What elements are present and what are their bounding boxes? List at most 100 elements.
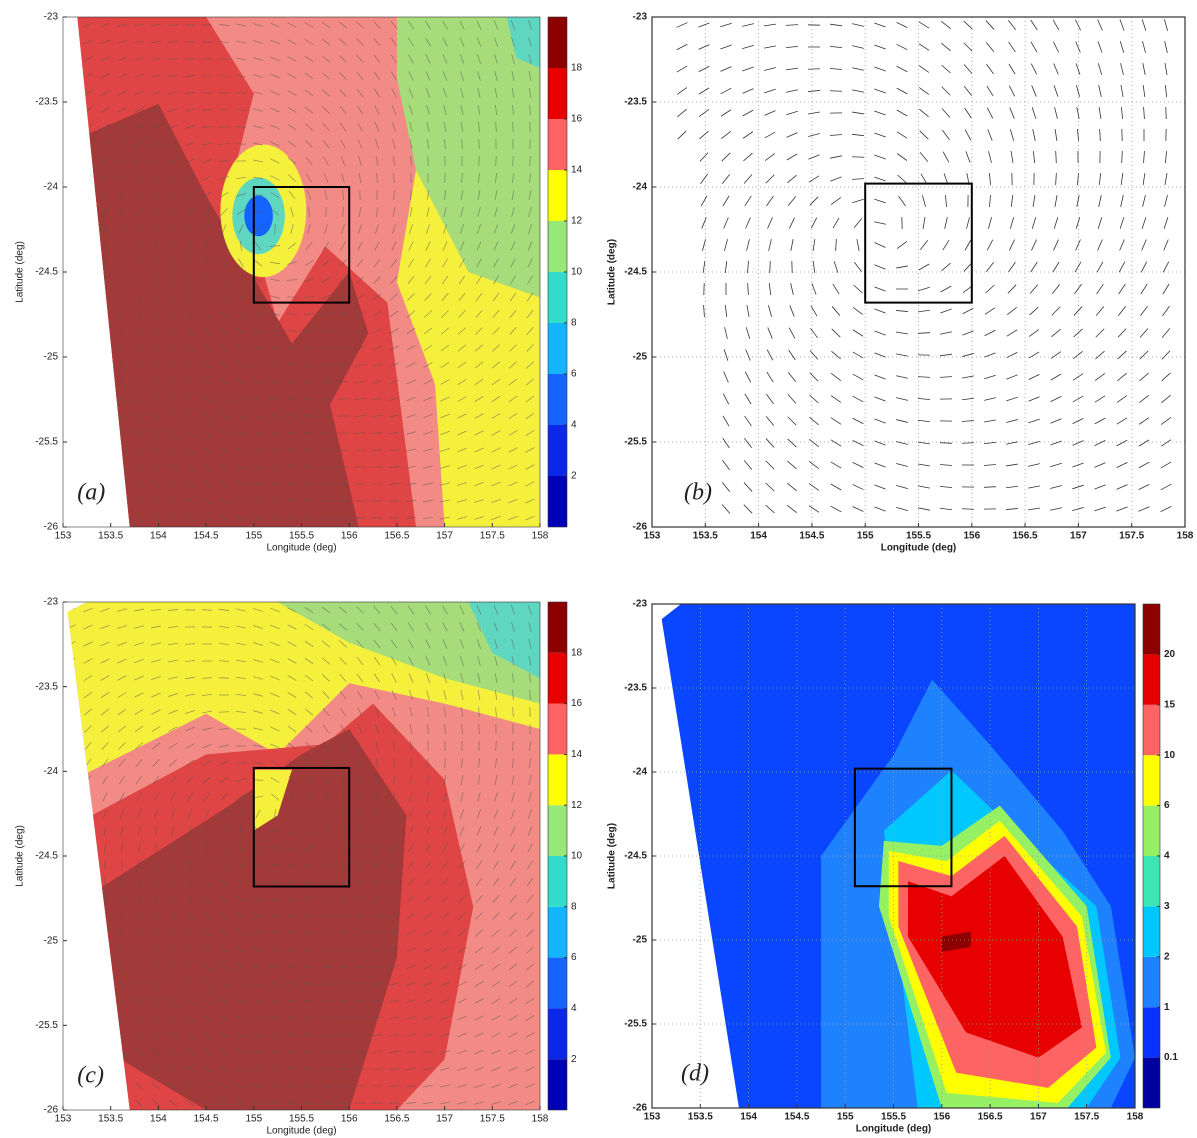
- wind-vector: [306, 775, 312, 785]
- wind-vector: [1117, 372, 1127, 382]
- wind-vector: [202, 463, 212, 471]
- x-tick-label: 158: [532, 531, 549, 542]
- wind-vector: [307, 809, 311, 819]
- wind-vector: [1095, 350, 1105, 360]
- wind-vector: [270, 760, 280, 766]
- wind-vector: [941, 108, 951, 118]
- wind-vector: [169, 997, 177, 1005]
- wind-vector: [70, 360, 72, 370]
- wind-vector: [525, 395, 535, 403]
- wind-vector: [1097, 19, 1103, 31]
- wind-vector: [168, 659, 178, 663]
- wind-vector: [440, 413, 450, 419]
- wind-vector: [389, 379, 399, 385]
- wind-vector: [512, 155, 514, 167]
- wind-vector: [236, 947, 246, 953]
- wind-vector: [511, 207, 515, 217]
- wind-vector: [511, 71, 515, 81]
- colorbar-tick-label: 18: [571, 63, 583, 74]
- wind-vector: [459, 54, 465, 64]
- wind-vector: [287, 431, 297, 435]
- wind-vector: [493, 258, 499, 268]
- wind-vector: [253, 311, 263, 317]
- wind-vector: [270, 726, 280, 732]
- wind-vector: [528, 37, 532, 47]
- wind-vector: [201, 24, 213, 26]
- wind-vector: [100, 39, 110, 45]
- wind-vector: [1160, 417, 1172, 425]
- wind-vector: [442, 656, 448, 666]
- wind-vector: [168, 693, 178, 697]
- wind-vector: [201, 609, 213, 611]
- field-region: [86, 729, 407, 1110]
- wind-vector: [136, 928, 142, 938]
- wind-vector: [425, 809, 431, 819]
- wind-vector: [100, 90, 110, 96]
- wind-vector: [308, 206, 310, 218]
- wind-vector: [103, 893, 107, 905]
- x-tick-label: 153.5: [98, 1114, 123, 1125]
- wind-vector: [118, 514, 126, 522]
- wind-vector: [1077, 172, 1079, 186]
- wind-vector: [185, 463, 195, 471]
- wind-vector: [202, 1014, 212, 1022]
- colorbar-swatch: [548, 1059, 567, 1110]
- wind-vector: [724, 304, 728, 318]
- wind-vector: [494, 639, 498, 649]
- wind-vector: [118, 428, 126, 438]
- wind-vector: [308, 791, 310, 803]
- wind-vector: [373, 843, 381, 853]
- wind-vector: [219, 175, 229, 181]
- wind-vector: [393, 774, 395, 786]
- wind-vector: [306, 190, 312, 200]
- wind-vector: [474, 430, 484, 436]
- wind-vector: [409, 707, 413, 717]
- wind-vector: [201, 694, 213, 696]
- wind-vector: [372, 965, 382, 969]
- wind-vector: [270, 158, 280, 164]
- wind-vector: [856, 239, 860, 251]
- wind-vector: [508, 1032, 518, 1038]
- wind-vector: [512, 121, 514, 133]
- wind-vector: [339, 673, 347, 683]
- wind-vector: [168, 108, 178, 112]
- wind-vector: [120, 309, 124, 319]
- wind-vector: [321, 897, 331, 901]
- wind-vector: [340, 826, 346, 836]
- wind-vector: [253, 947, 263, 953]
- x-tick-label: 153: [644, 531, 661, 542]
- colorbar-tick-label: 8: [571, 901, 577, 912]
- wind-vector: [989, 172, 991, 186]
- wind-vector: [68, 174, 74, 182]
- wind-vector: [134, 675, 144, 681]
- panel-label: (b): [684, 480, 712, 506]
- wind-vector: [338, 311, 348, 317]
- wind-vector: [390, 275, 398, 285]
- wind-vector: [340, 139, 346, 149]
- wind-vector: [238, 224, 244, 234]
- wind-vector: [474, 1084, 484, 1088]
- wind-vector: [720, 44, 732, 50]
- wind-vector: [323, 758, 329, 768]
- wind-vector: [103, 842, 107, 854]
- wind-vector: [321, 640, 331, 648]
- wind-vector: [527, 258, 533, 268]
- wind-vector: [101, 445, 109, 455]
- wind-vector: [742, 131, 754, 139]
- wind-vector: [475, 860, 483, 870]
- wind-vector: [407, 843, 415, 853]
- wind-vector: [153, 928, 159, 938]
- wind-vector: [372, 913, 382, 919]
- wind-vector: [202, 515, 212, 521]
- wind-vector: [698, 109, 710, 117]
- wind-vector: [528, 672, 532, 684]
- wind-vector: [744, 415, 752, 427]
- wind-vector: [85, 377, 91, 387]
- wind-vector: [460, 706, 464, 718]
- wind-vector: [186, 997, 194, 1005]
- wind-vector: [253, 1049, 263, 1055]
- wind-vector: [491, 946, 501, 954]
- wind-vector: [830, 483, 842, 491]
- wind-vector: [459, 37, 465, 47]
- wind-vector: [442, 54, 448, 64]
